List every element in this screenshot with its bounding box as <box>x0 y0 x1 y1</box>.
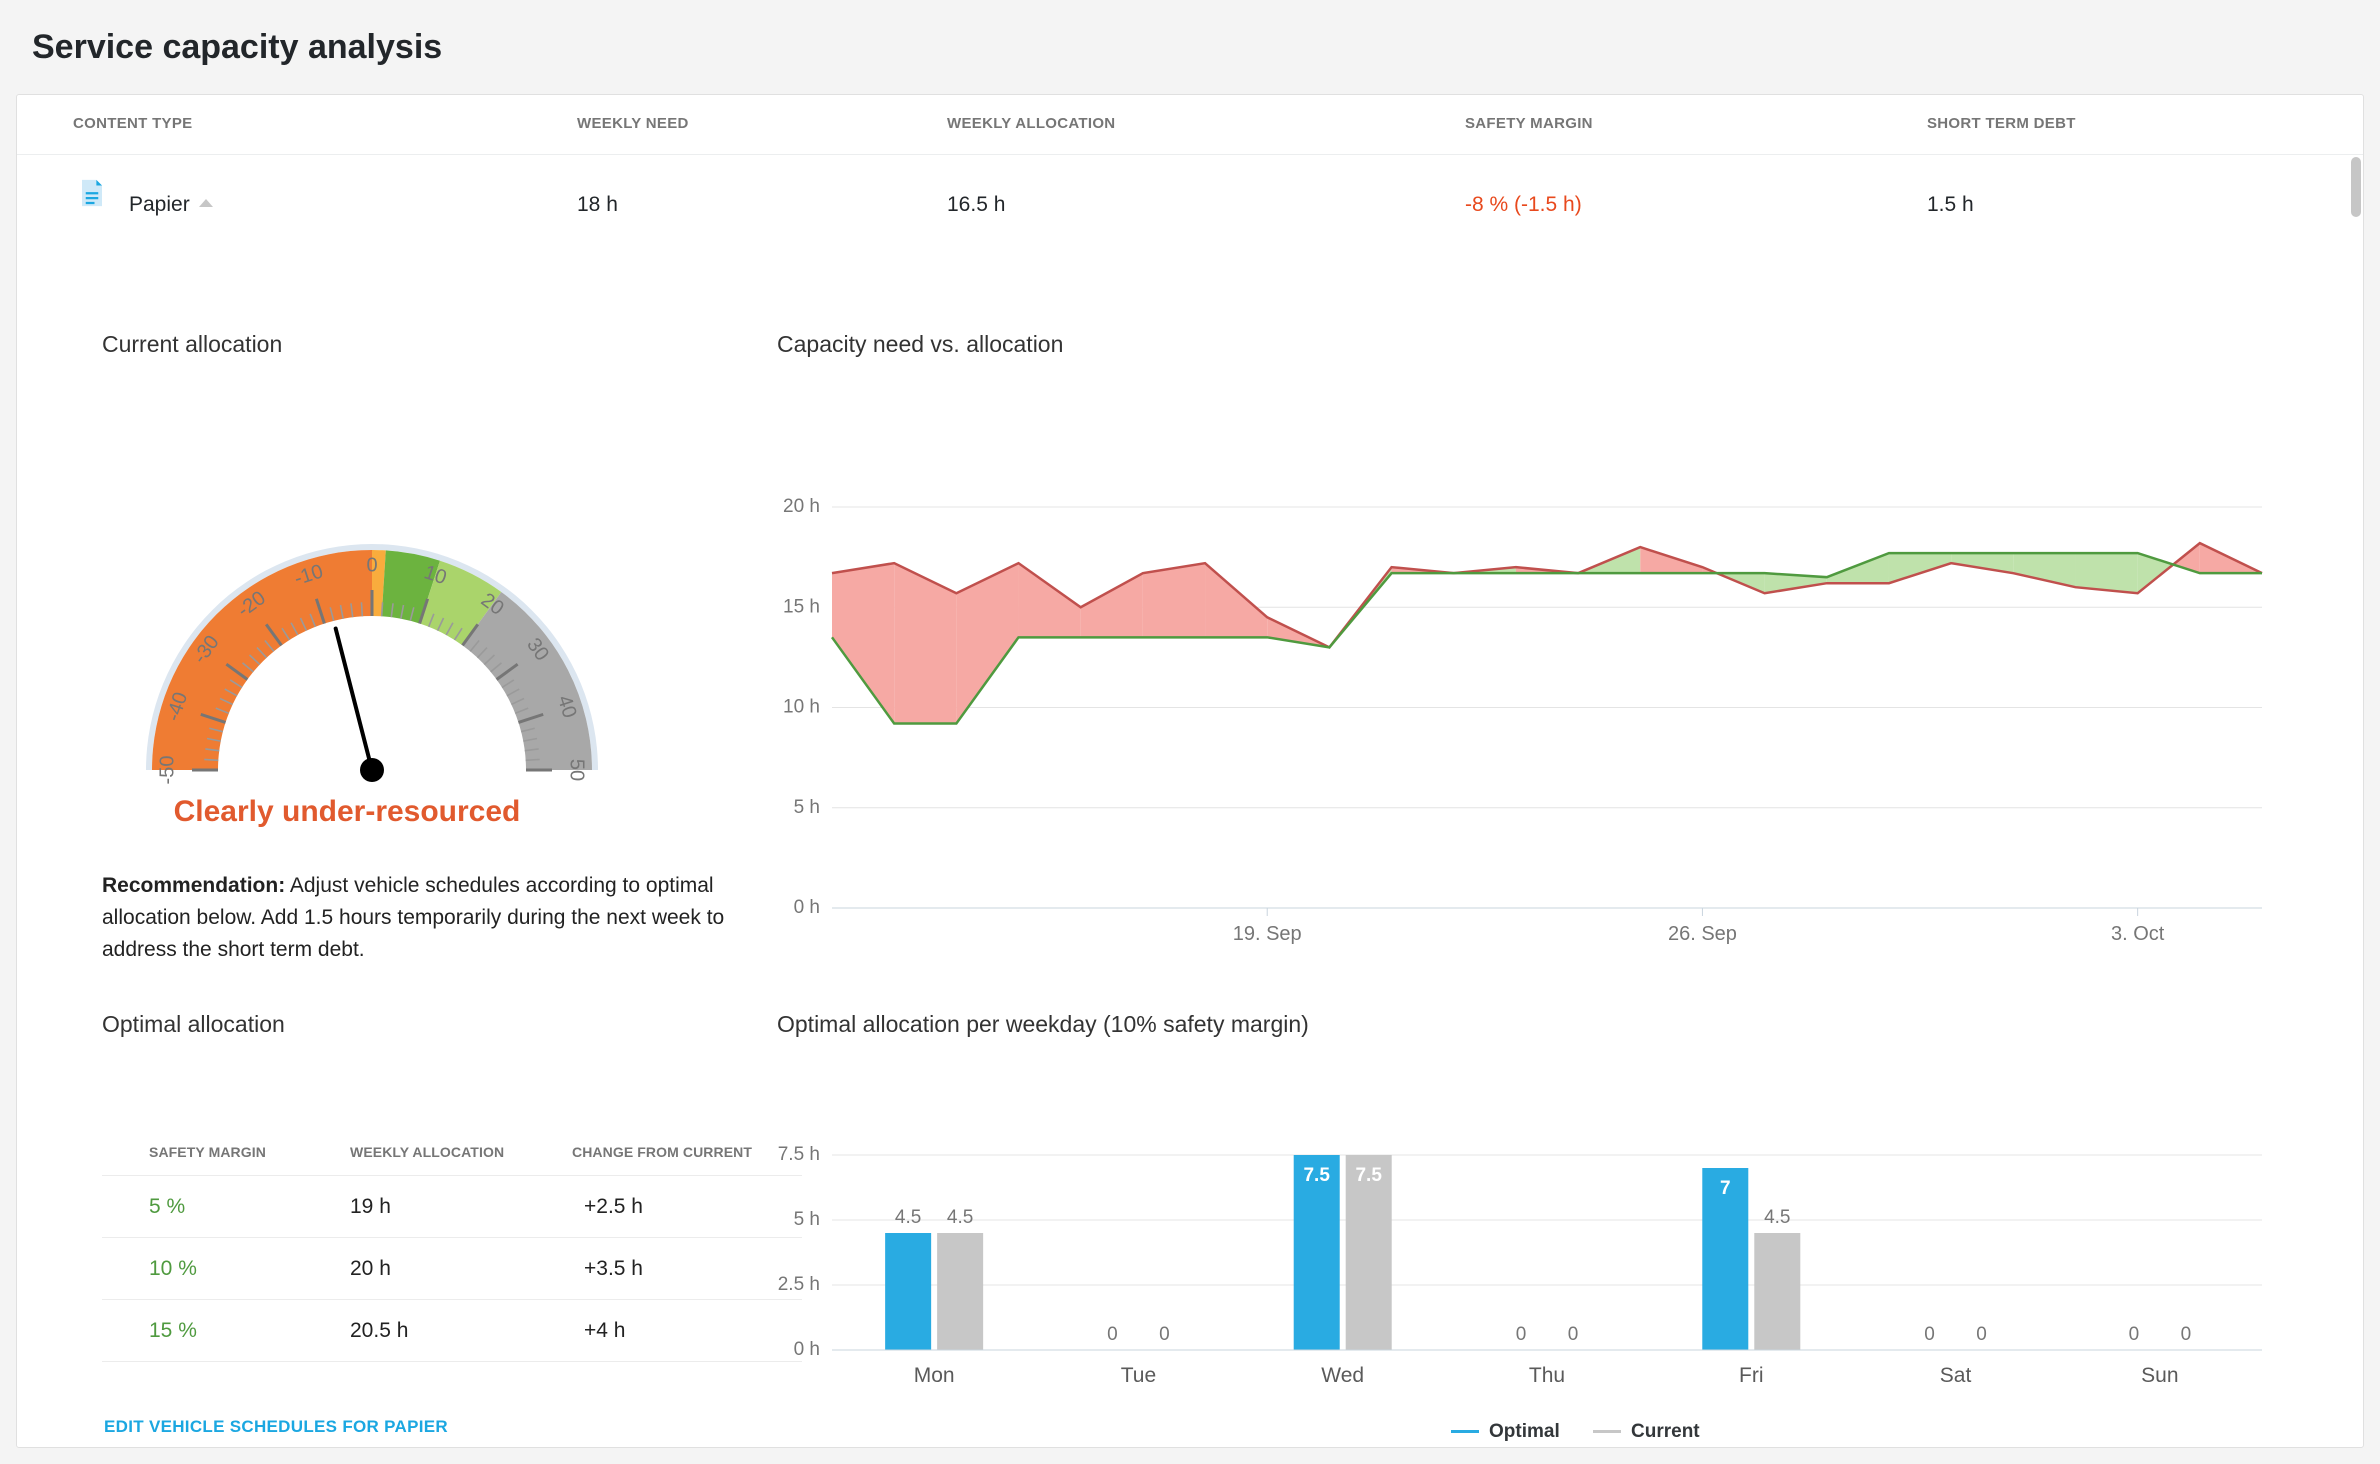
svg-text:-50: -50 <box>156 756 178 785</box>
svg-text:4.5: 4.5 <box>1764 1207 1790 1228</box>
svg-text:Tue: Tue <box>1121 1364 1156 1387</box>
svg-text:3. Oct: 3. Oct <box>2111 923 2165 945</box>
svg-text:5 h: 5 h <box>794 1209 820 1230</box>
svg-text:0: 0 <box>1107 1324 1118 1345</box>
svg-text:7: 7 <box>1720 1178 1731 1199</box>
svg-text:5 h: 5 h <box>794 797 820 818</box>
svg-text:20 h: 20 h <box>783 497 820 517</box>
svg-text:4.5: 4.5 <box>947 1207 973 1228</box>
svg-text:15 h: 15 h <box>783 596 820 617</box>
svg-text:7.5: 7.5 <box>1303 1165 1330 1186</box>
svg-text:10 h: 10 h <box>783 697 820 718</box>
svg-text:0: 0 <box>1976 1324 1987 1345</box>
svg-text:4.5: 4.5 <box>895 1207 921 1228</box>
svg-text:Mon: Mon <box>914 1364 955 1387</box>
svg-text:0: 0 <box>366 554 377 576</box>
svg-text:0: 0 <box>1568 1324 1579 1345</box>
svg-text:Wed: Wed <box>1321 1364 1364 1387</box>
svg-text:Fri: Fri <box>1739 1364 1764 1387</box>
svg-text:50: 50 <box>566 759 588 781</box>
svg-text:Sun: Sun <box>2141 1364 2178 1387</box>
svg-text:Sat: Sat <box>1940 1364 1972 1387</box>
svg-text:26. Sep: 26. Sep <box>1668 923 1737 945</box>
svg-text:Thu: Thu <box>1529 1364 1565 1387</box>
svg-text:7.5 h: 7.5 h <box>778 1145 820 1165</box>
svg-text:0 h: 0 h <box>794 897 820 918</box>
svg-text:2.5 h: 2.5 h <box>778 1274 820 1295</box>
svg-text:0: 0 <box>2181 1324 2192 1345</box>
svg-text:0 h: 0 h <box>794 1339 820 1360</box>
svg-text:0: 0 <box>1159 1324 1170 1345</box>
svg-text:0: 0 <box>1924 1324 1935 1345</box>
svg-text:0: 0 <box>2129 1324 2140 1345</box>
svg-text:7.5: 7.5 <box>1355 1165 1382 1186</box>
svg-text:19. Sep: 19. Sep <box>1233 923 1302 945</box>
svg-text:0: 0 <box>1516 1324 1527 1345</box>
